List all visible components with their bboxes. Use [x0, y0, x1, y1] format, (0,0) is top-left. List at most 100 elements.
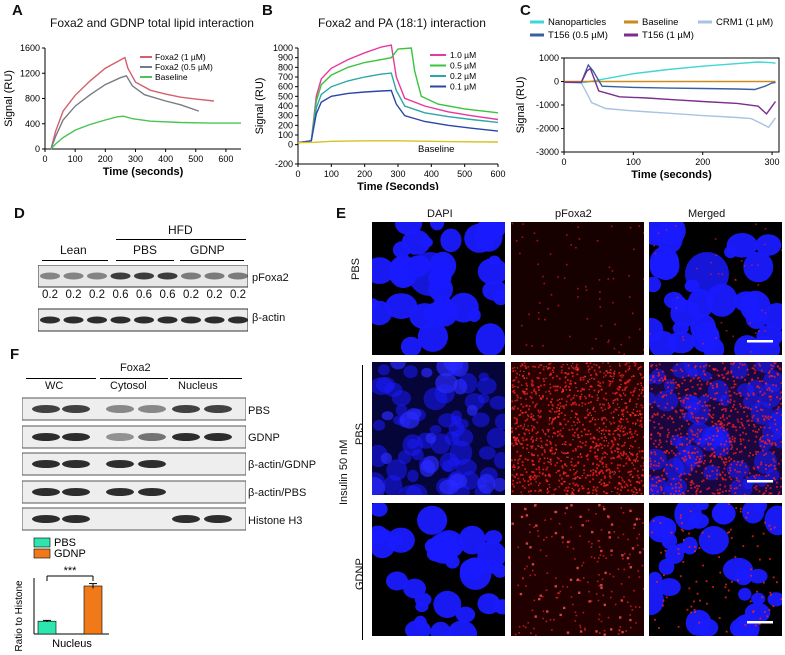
panel-d-blots	[38, 265, 248, 332]
chart-b-baseline-annotation: Baseline	[418, 144, 454, 155]
lean-bracket	[42, 260, 108, 261]
pfoxa2-quant-lane-4: 0.6	[112, 289, 129, 301]
legend-b-label-0-5-m: 0.5 µM	[450, 61, 476, 71]
pfoxa2-quant-lane-3: 0.2	[89, 289, 105, 301]
chart-c-xtick-label-100: 100	[626, 157, 641, 167]
legend-c-label-nanoparticles: Nanoparticles	[548, 17, 606, 28]
insulin-bracket	[362, 365, 363, 640]
chart-c-series-t156-0-5-m	[563, 63, 776, 91]
chart-b-series-0-2-m	[297, 72, 499, 144]
chart-a-ytick-label-800: 800	[25, 94, 40, 104]
pfoxa2-band-lane-9	[228, 272, 248, 280]
legend-f-label-pbs: PBS	[54, 537, 76, 549]
nucleus-bracket	[170, 378, 242, 379]
group-pbs-label: PBS	[133, 243, 158, 257]
fraction-nucleus-label: Nucleus	[178, 380, 218, 392]
chart-a-xtick-label-600: 600	[218, 154, 233, 164]
blot-band-actin-pbs-2	[62, 488, 90, 496]
chart-a-xtick-label-500: 500	[188, 154, 203, 164]
chart-a-ylabel: Signal (RU)	[3, 70, 15, 127]
beta-actin-band-lane-4	[110, 316, 131, 324]
col-header-dapi: DAPI	[427, 208, 453, 220]
legend-f-swatch-gdnp	[33, 548, 51, 559]
group-gdnp-label: GDNP	[190, 243, 225, 257]
chart-a-series-baseline	[50, 115, 241, 150]
insulin-side-label: Insulin 50 nM	[338, 439, 350, 505]
pfoxa2-quant-lane-5: 0.6	[136, 289, 152, 301]
legend-b-label-1-0-m: 1.0 µM	[450, 50, 476, 60]
pfoxa2-band-lane-5	[134, 272, 154, 280]
blot-band-histone-4	[204, 515, 232, 523]
blot-band-actin-pbs-1	[32, 488, 60, 496]
panel-b-title: Foxa2 and PA (18:1) interaction	[318, 16, 486, 30]
legend-c-label-crm1-1-m: CRM1 (1 µM)	[716, 17, 773, 28]
hfd-label: HFD	[168, 223, 193, 237]
bar-pbs	[37, 620, 57, 635]
panel-d: HFD Lean PBS GDNP pFoxa2 β-actin 0.2 0.2 0…	[0, 215, 310, 335]
chart-b-ytick-label-900: 900	[278, 53, 293, 63]
pfoxa2-band-lane-4	[110, 272, 131, 280]
blot-band-pbs-6	[204, 405, 232, 413]
legend-f-label-gdnp: GDNP	[54, 548, 86, 560]
chart-f-xlabel: Nucleus	[52, 638, 92, 650]
pfoxa2-quant-lane-9: 0.2	[230, 289, 246, 301]
bar-gdnp	[83, 585, 103, 635]
panel-f-blots	[22, 397, 246, 531]
chart-a-xtick-label-0: 0	[42, 154, 47, 164]
blot-band-gdnp-6	[204, 433, 232, 441]
blot-band-actin-gdnp-1	[32, 460, 60, 468]
chart-c-series-crm1-1-m	[563, 81, 777, 129]
row-label-gdnp-insulin: GDNP	[354, 558, 366, 590]
pfoxa2-band-lane-8	[204, 272, 225, 280]
pfoxa2-band-lane-3	[87, 272, 107, 280]
blot-band-actin-pbs-4	[138, 488, 166, 496]
blot-band-gdnp-5	[172, 433, 200, 441]
beta-actin-band-lane-8	[204, 316, 225, 324]
chart-b-ytick-label-700: 700	[278, 72, 293, 82]
micrograph-dapi-pbs	[372, 222, 505, 355]
legend-a-label-baseline: Baseline	[155, 72, 188, 82]
chart-b-ytick-label-0: 0	[288, 140, 293, 150]
chart-c-ytick-label-2000: -2000	[536, 124, 559, 134]
blot-band-gdnp-2	[62, 433, 90, 441]
chart-b-ytick-label-300: 300	[278, 111, 293, 121]
blot-band-actin-gdnp-2	[62, 460, 90, 468]
beta-actin-band-lane-2	[63, 316, 84, 324]
pfoxa2-band-lane-7	[181, 272, 201, 280]
chart-a-ytick-label-1600: 1600	[20, 43, 40, 53]
chart-b-ytick-label-800: 800	[278, 62, 293, 72]
chart-a-xtick-label-300: 300	[128, 154, 143, 164]
gdnp-bracket	[180, 260, 244, 261]
blot-band-histone-1	[32, 515, 60, 523]
legend-b-label-0-2-m: 0.2 µM	[450, 71, 476, 81]
pfoxa2-quant-lane-2: 0.2	[65, 289, 82, 301]
chart-c-ylabel: Signal (RU)	[515, 77, 527, 134]
pfoxa2-quant-lane-6: 0.6	[159, 289, 176, 301]
beta-actin-band-lane-9	[228, 316, 248, 324]
chart-b-series-1-0-m	[297, 44, 499, 144]
blot-strip-gdnp	[22, 425, 246, 449]
chart-b-ytick-label-100: 100	[278, 130, 293, 140]
panel-a-chart: 0 400 800 1200 1600 0 100 200 300 400 500 600 Time (…	[3, 43, 241, 178]
legend-f-swatch-pbs	[33, 537, 51, 548]
chart-a-xlabel: Time (seconds)	[103, 166, 184, 178]
blot-band-actin-gdnp-3	[106, 460, 134, 468]
panel-c-letter: C	[520, 2, 531, 19]
group-lean-label: Lean	[60, 243, 87, 257]
chart-a-ytick-label-0: 0	[35, 144, 40, 154]
chart-b-ytick-label-200: 200	[278, 120, 293, 130]
significance-stars: ***	[64, 565, 78, 577]
chart-b-xtick-label-300: 300	[390, 169, 405, 179]
chart-b-ytick-label-200: -200	[275, 159, 293, 169]
chart-b-xtick-label-200: 200	[357, 169, 372, 179]
pfoxa2-quant-lane-1: 0.2	[42, 289, 58, 301]
chart-c-xlabel: Time (seconds)	[631, 169, 712, 181]
hfd-bracket	[116, 239, 246, 240]
row-label-pbs-control: PBS	[350, 257, 362, 280]
blot-band-pbs-5	[172, 405, 200, 413]
micrograph-merged-pbs-insulin	[649, 362, 782, 495]
blot-band-histone-3	[172, 515, 200, 523]
chart-b-series-0-5-m	[297, 47, 499, 144]
chart-b-xtick-label-400: 400	[424, 169, 439, 179]
